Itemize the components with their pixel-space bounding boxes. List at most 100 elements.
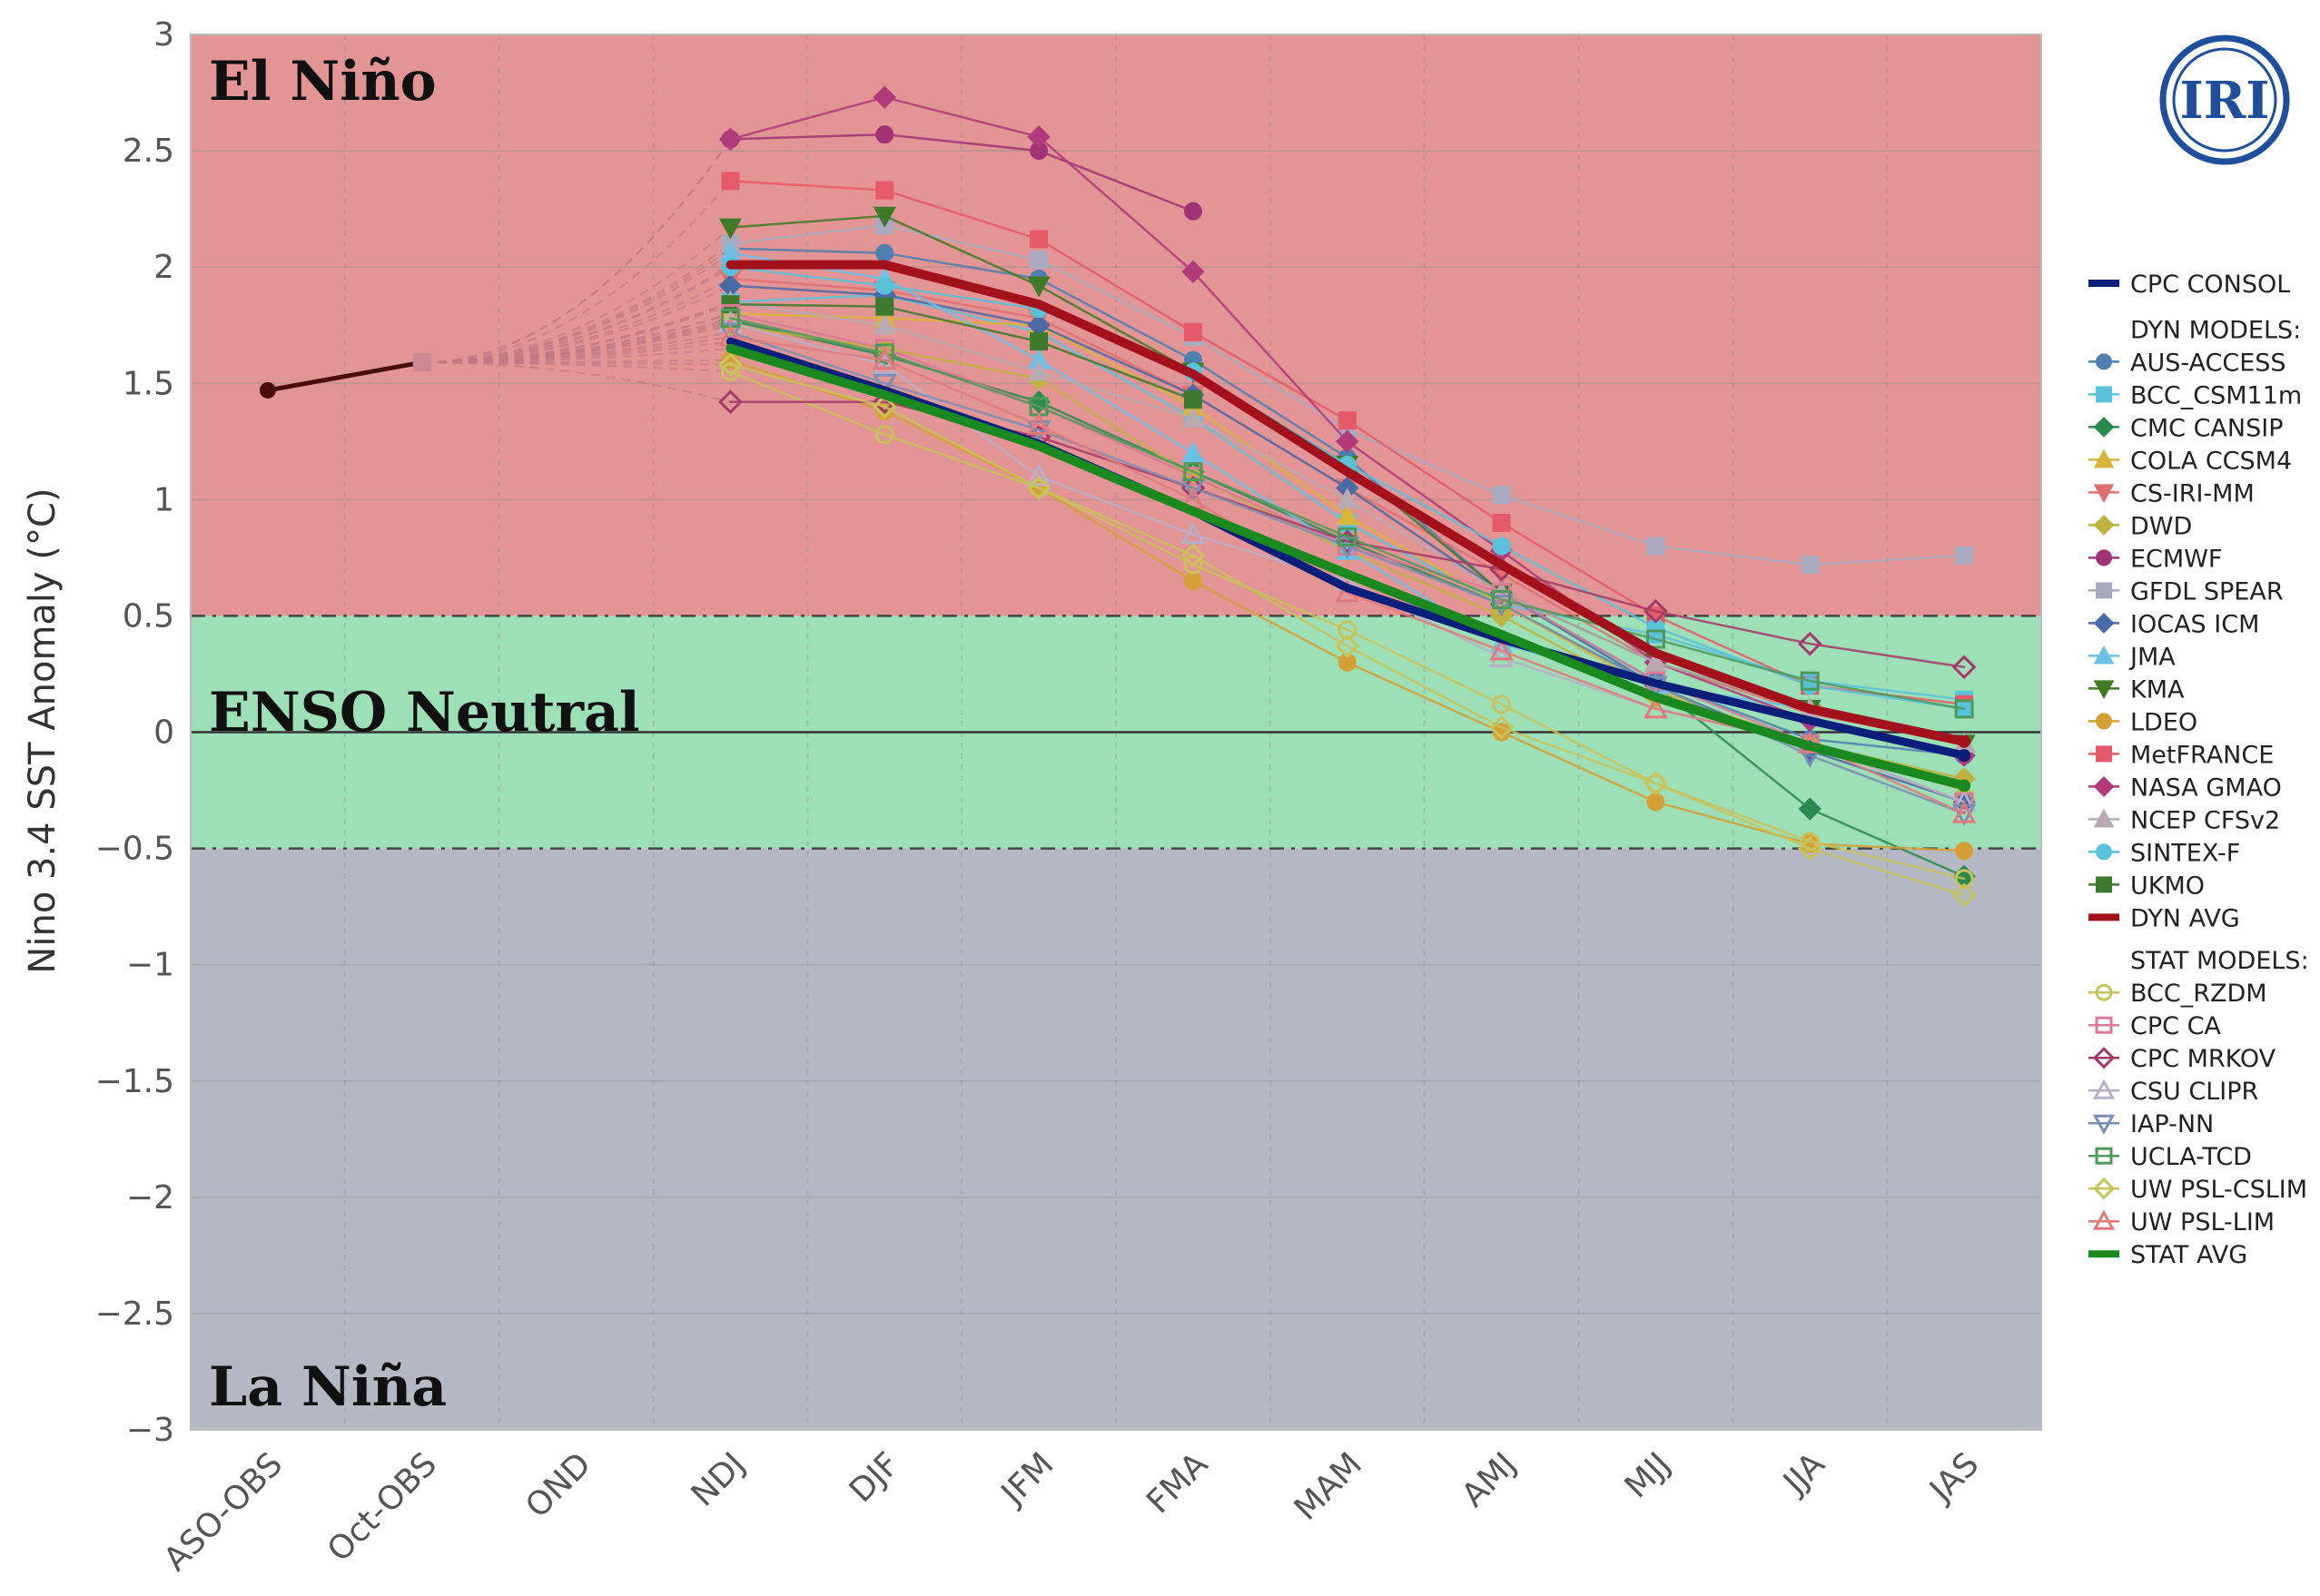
point-csu-clipr — [1951, 789, 1977, 812]
legend-label: BCC_RZDM — [2130, 980, 2267, 1008]
point-cpc-mrkov — [1951, 655, 1977, 680]
legend-label: AUS-ACCESS — [2130, 349, 2286, 377]
point-uw-psl-cslim — [1489, 715, 1514, 740]
x-tick-label: OND — [518, 1445, 598, 1525]
connector-line — [421, 251, 731, 364]
connector-line — [421, 361, 731, 373]
legend: CPC CONSOL DYN MODELS: AUS-ACCESS BCC_CSM11… — [2088, 271, 2309, 1269]
point-gfdl-spear — [1492, 486, 1511, 505]
point-ucla-tcd — [1954, 699, 1974, 719]
legend-item-jma: JMA — [2088, 643, 2176, 671]
legend-label: CSU CLIPR — [2130, 1078, 2258, 1106]
x-tick-label: JFM — [993, 1445, 1061, 1513]
y-tick-label: 1.5 — [123, 365, 174, 402]
legend-marker — [2096, 843, 2112, 861]
legend-item-stat-avg: STAT AVG — [2088, 1241, 2247, 1269]
legend-marker — [2093, 448, 2115, 468]
point-metfrance — [1183, 322, 1202, 341]
legend-label: UW PSL-LIM — [2130, 1208, 2275, 1236]
legend-marker — [2093, 645, 2115, 665]
legend-label: COLA CCSM4 — [2130, 447, 2292, 475]
legend-item-dyn-avg: DYN AVG — [2088, 904, 2240, 932]
x-axis-ticks: ASO-OBS Oct-OBS OND NDJ DJF JFM FMA MAM AMJ MJJ JJ… — [157, 1445, 1987, 1579]
legend-marker — [2093, 612, 2115, 634]
point-ncep-cfsv2 — [1027, 360, 1051, 381]
y-axis-ticks: 3 2.5 2 1.5 1 0.5 0 −0.5 −1 −1.5 −2 −2.5 −3 — [95, 16, 174, 1449]
legend-label: JMA — [2128, 643, 2176, 671]
grid-lines — [190, 34, 2042, 1431]
point-nasa-gmao — [1336, 429, 1359, 453]
legend-item-ukmo: UKMO — [2088, 872, 2205, 900]
point-ecmwf — [1183, 202, 1202, 221]
connector-line — [421, 336, 731, 364]
legend-item-kma: KMA — [2088, 675, 2185, 704]
legend-marker — [2093, 775, 2115, 797]
y-axis-title: Nino 3.4 SST Anomaly (°C) — [22, 488, 64, 973]
point-csu-clipr — [1026, 463, 1051, 487]
point-ukmo — [1183, 390, 1202, 409]
legend-marker — [2095, 983, 2113, 1001]
series-line-stat-avg — [726, 343, 1970, 791]
legend-marker — [2096, 353, 2112, 370]
series-stat-avg — [726, 343, 1971, 793]
connector-line — [421, 361, 731, 403]
legend-label: CS-IRI-MM — [2130, 479, 2255, 507]
point-bcc-rzdm — [1338, 620, 1357, 640]
point-cpc-mrkov — [1797, 631, 1822, 656]
series-line-ecmwf — [729, 133, 1195, 212]
point-metfrance — [875, 181, 894, 200]
point-ucla-tcd — [1338, 527, 1357, 547]
legend-label: LDEO — [2130, 708, 2197, 736]
point-bcc-rzdm — [1029, 478, 1049, 498]
point-kma — [1027, 276, 1051, 298]
legend-label: UCLA-TCD — [2130, 1143, 2252, 1171]
point-uw-psl-cslim — [1797, 836, 1822, 861]
x-tick-label: Oct-OBS — [321, 1445, 444, 1569]
connector-line — [421, 361, 731, 366]
point-dyn-avg — [1958, 734, 1971, 748]
point-uw-psl-cslim — [872, 394, 897, 419]
point-iap-nn — [718, 322, 743, 345]
legend-label: GFDL SPEAR — [2130, 577, 2284, 606]
point-nasa-gmao — [1181, 260, 1205, 283]
point-cmc-cansip — [1798, 797, 1821, 821]
legend-label: KMA — [2130, 675, 2185, 704]
point-bcc-rzdm — [1645, 773, 1665, 793]
legend-marker — [2093, 808, 2115, 828]
legend-marker — [2093, 514, 2115, 536]
y-tick-label: 1 — [153, 481, 174, 518]
legend-marker — [2092, 1177, 2116, 1200]
x-tick-label: NDJ — [685, 1445, 753, 1513]
legend-item-ldeo: LDEO — [2088, 708, 2197, 736]
point-jma — [1181, 441, 1205, 463]
legend-label: ECMWF — [2130, 545, 2222, 573]
x-tick-label: JJA — [1775, 1445, 1832, 1502]
point-uw-psl-lim — [1489, 637, 1514, 661]
point-ecmwf — [875, 125, 894, 144]
zone-band-2 — [191, 848, 2041, 1430]
point-stat-avg — [1958, 779, 1971, 793]
iri-logo: IRI — [2159, 34, 2290, 165]
point-bcc-rzdm — [1954, 869, 1974, 889]
zone-labels: El Niño ENSO Neutral La Niña — [209, 50, 640, 1419]
legend-label: STAT AVG — [2130, 1241, 2247, 1269]
forecast-connectors — [421, 138, 732, 403]
legend-heading-dyn: DYN MODELS: — [2130, 316, 2301, 344]
point-ucla-tcd — [1645, 629, 1665, 649]
legend-item-ncep-cfsv2: NCEP CFSv2 — [2088, 806, 2280, 834]
legend-item-ecmwf: ECMWF — [2088, 545, 2222, 573]
point-ukmo — [875, 297, 894, 316]
legend-item-bcc-rzdm: BCC_RZDM — [2088, 980, 2267, 1008]
point-nasa-gmao — [1027, 125, 1051, 149]
observed-line — [267, 360, 423, 393]
legend-label: CMC CANSIP — [2130, 414, 2284, 442]
x-tick-label: AMJ — [1455, 1445, 1524, 1514]
connector-line — [421, 321, 731, 364]
connector-line — [421, 226, 732, 364]
legend-marker — [2092, 1209, 2116, 1230]
legend-marker — [2096, 745, 2112, 763]
point-csu-clipr — [872, 351, 897, 375]
legend-label: CPC MRKOV — [2130, 1045, 2276, 1073]
observed-point — [412, 353, 431, 372]
connector-line — [421, 330, 731, 364]
